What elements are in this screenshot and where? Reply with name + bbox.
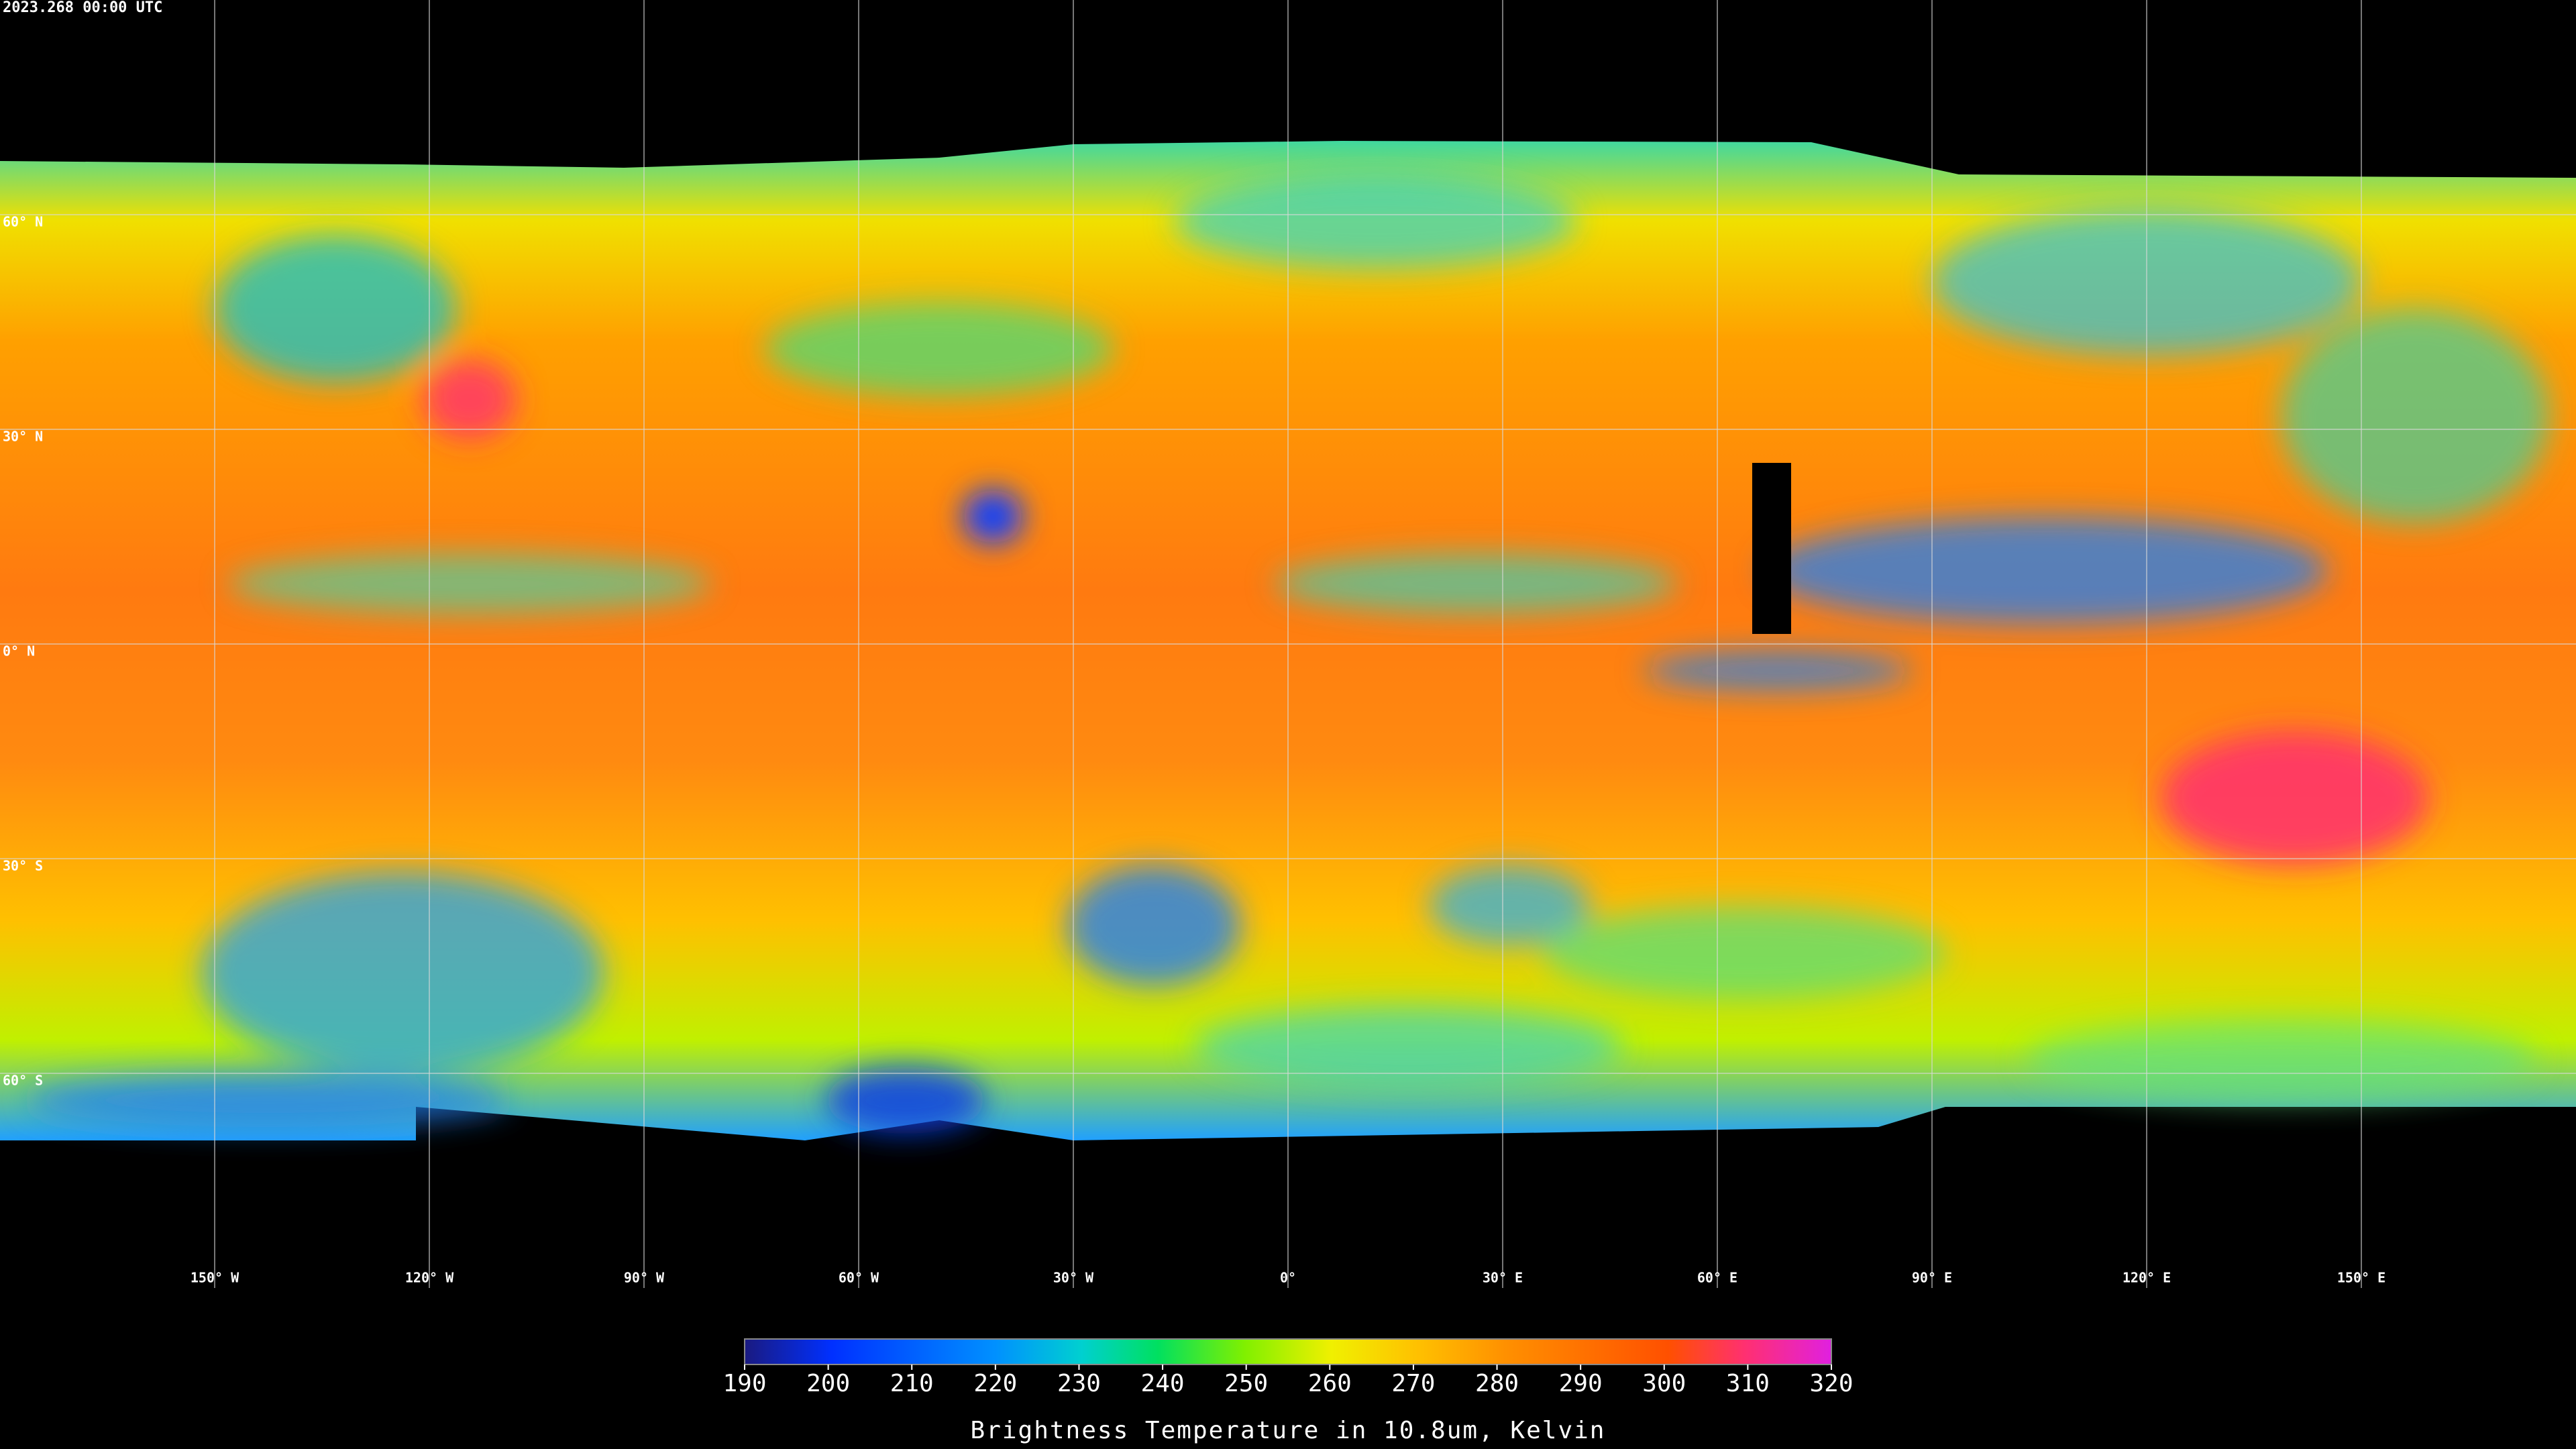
colorbar-tick-label: 210	[890, 1370, 934, 1397]
lon-label: 30° W	[1053, 1270, 1094, 1286]
lon-label: 120° E	[2123, 1270, 2171, 1286]
colorbar-tick-label: 320	[1809, 1370, 1853, 1397]
colorbar-tick-label: 220	[973, 1370, 1017, 1397]
lon-label: 150° E	[2337, 1270, 2385, 1286]
lat-label: 0° N	[3, 643, 35, 659]
missing-data	[1752, 463, 1791, 634]
colorbar-tick-label: 300	[1642, 1370, 1686, 1397]
colorbar-tick-label: 200	[806, 1370, 850, 1397]
lat-label: 30° S	[3, 858, 43, 874]
graticule	[0, 0, 2576, 1288]
colorbar-gradient	[744, 1338, 1832, 1365]
lon-label: 120° W	[405, 1270, 454, 1286]
colorbar	[744, 1338, 1832, 1365]
colorbar-tick-label: 250	[1224, 1370, 1268, 1397]
lon-label: 150° W	[191, 1270, 239, 1286]
colorbar-tick-label: 260	[1308, 1370, 1352, 1397]
lon-label: 90° W	[624, 1270, 665, 1286]
colorbar-tick-label: 230	[1057, 1370, 1101, 1397]
colorbar-tick-label: 310	[1726, 1370, 1770, 1397]
colorbar-tick-label: 290	[1559, 1370, 1603, 1397]
colorbar-tick-label: 240	[1141, 1370, 1185, 1397]
timestamp: 2023.268 00:00 UTC	[3, 0, 162, 16]
colorbar-tick-label: 190	[722, 1370, 766, 1397]
lat-label: 60° N	[3, 214, 43, 230]
lat-label: 60° S	[3, 1073, 43, 1089]
lat-label: 30° N	[3, 429, 43, 445]
lon-label: 60° E	[1697, 1270, 1737, 1286]
lon-label: 0°	[1280, 1270, 1296, 1286]
lon-label: 60° W	[839, 1270, 879, 1286]
lon-label: 90° E	[1912, 1270, 1952, 1286]
colorbar-title: Brightness Temperature in 10.8um, Kelvin	[971, 1417, 1606, 1444]
colorbar-tick-label: 270	[1391, 1370, 1435, 1397]
lon-label: 30° E	[1483, 1270, 1523, 1286]
colorbar-tick-label: 280	[1475, 1370, 1519, 1397]
